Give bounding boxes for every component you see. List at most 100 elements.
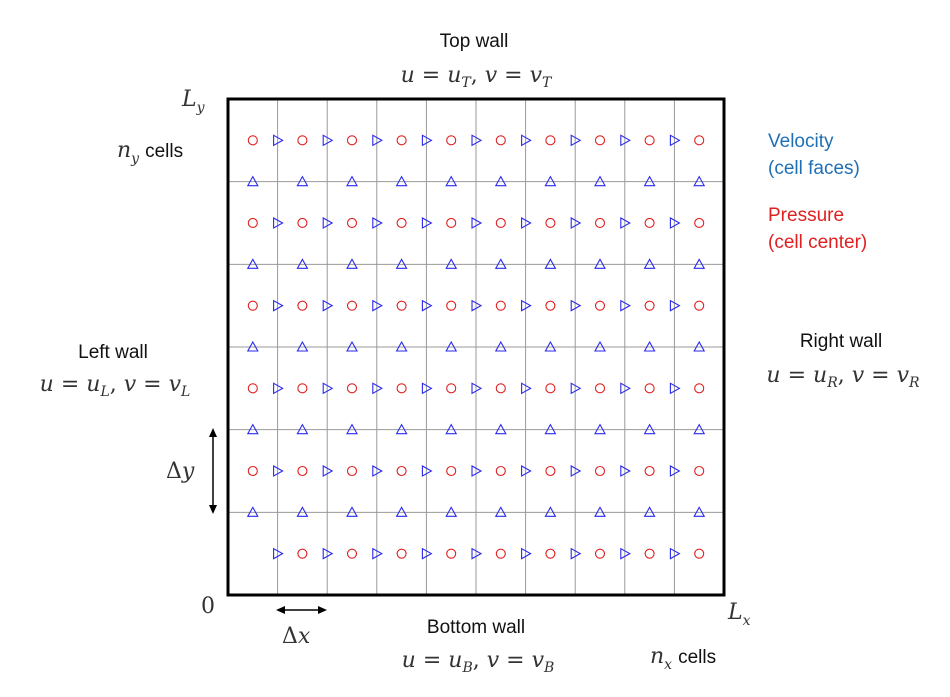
v-velocity-marker: [346, 340, 358, 352]
u-velocity-marker: [570, 465, 582, 477]
pressure-marker: [396, 135, 407, 146]
nx-cells-label: nx cells: [650, 644, 716, 673]
v-velocity-marker: [594, 258, 606, 269]
v-velocity-marker: [395, 340, 408, 352]
pressure-marker: [644, 300, 655, 311]
v-velocity-marker: [246, 175, 259, 187]
v-velocity-marker: [246, 423, 259, 435]
u-velocity-marker: [421, 547, 433, 560]
pressure-marker: [545, 383, 556, 394]
pressure-marker: [396, 548, 407, 559]
legend-velocity-subtitle: (cell faces): [768, 158, 860, 179]
u-velocity-marker: [322, 465, 334, 477]
u-velocity-marker: [322, 547, 334, 560]
legend-pressure-subtitle: (cell center): [768, 232, 867, 253]
pressure-marker: [396, 217, 407, 229]
grid-markers: [246, 134, 706, 560]
v-velocity-marker: [693, 506, 706, 517]
pressure-marker: [594, 383, 606, 394]
v-velocity-marker: [544, 340, 557, 352]
v-velocity-marker: [296, 175, 309, 187]
pressure-marker: [594, 465, 606, 477]
u-velocity-marker: [421, 299, 433, 312]
u-velocity-marker: [372, 299, 383, 312]
v-velocity-marker: [594, 175, 606, 187]
u-velocity-marker: [273, 134, 284, 147]
pressure-marker: [446, 383, 457, 394]
u-velocity-marker: [372, 547, 383, 560]
v-velocity-marker: [693, 423, 706, 435]
pressure-marker: [694, 548, 705, 559]
pressure-marker: [594, 300, 606, 311]
v-velocity-marker: [544, 506, 557, 517]
v-velocity-marker: [296, 258, 309, 269]
v-velocity-marker: [494, 423, 507, 435]
pressure-marker: [247, 217, 258, 229]
u-velocity-marker: [570, 382, 582, 395]
pressure-marker: [594, 548, 606, 559]
u-velocity-marker: [471, 547, 483, 560]
pressure-marker: [594, 135, 606, 146]
u-velocity-marker: [372, 382, 383, 395]
v-velocity-marker: [296, 423, 309, 435]
u-velocity-marker: [471, 299, 483, 312]
u-velocity-marker: [521, 299, 532, 312]
v-velocity-marker: [643, 258, 656, 269]
pressure-marker: [545, 135, 556, 146]
u-velocity-marker: [322, 299, 334, 312]
v-velocity-marker: [594, 506, 606, 517]
u-velocity-marker: [620, 547, 631, 560]
u-velocity-marker: [620, 217, 631, 229]
v-velocity-marker: [445, 340, 458, 352]
pressure-marker: [495, 383, 506, 394]
v-velocity-marker: [693, 258, 706, 269]
u-velocity-marker: [471, 465, 483, 477]
pressure-marker: [297, 465, 308, 477]
pressure-marker: [644, 135, 655, 146]
pressure-marker: [446, 300, 457, 311]
v-velocity-marker: [246, 340, 259, 352]
u-velocity-marker: [669, 382, 681, 395]
v-velocity-marker: [395, 506, 408, 517]
pressure-marker: [446, 217, 457, 229]
v-velocity-marker: [643, 506, 656, 517]
v-velocity-marker: [346, 258, 358, 269]
v-velocity-marker: [346, 423, 358, 435]
legend-velocity-title: Velocity: [768, 131, 834, 152]
v-velocity-marker: [246, 258, 259, 269]
v-velocity-marker: [246, 506, 259, 517]
lx-label: Lx: [727, 600, 751, 629]
pressure-marker: [644, 465, 655, 477]
v-velocity-marker: [395, 175, 408, 187]
u-velocity-marker: [669, 217, 681, 229]
pressure-marker: [346, 548, 358, 559]
grid-lines: [228, 98, 724, 595]
delta-x-label: Δx: [282, 624, 311, 649]
pressure-marker: [297, 135, 308, 146]
u-velocity-marker: [421, 134, 433, 147]
u-velocity-marker: [273, 217, 284, 229]
pressure-marker: [396, 300, 407, 311]
pressure-marker: [495, 135, 506, 146]
pressure-marker: [247, 135, 258, 146]
v-velocity-marker: [445, 423, 458, 435]
v-velocity-marker: [494, 340, 507, 352]
v-velocity-marker: [445, 175, 458, 187]
pressure-marker: [297, 300, 308, 311]
pressure-marker: [346, 217, 358, 229]
v-velocity-marker: [693, 340, 706, 352]
origin-label: 0: [201, 594, 215, 619]
pressure-marker: [495, 217, 506, 229]
v-velocity-marker: [594, 423, 606, 435]
ly-label: Ly: [181, 87, 206, 116]
pressure-marker: [545, 217, 556, 229]
top-wall-label: Top wall: [440, 31, 509, 52]
v-velocity-marker: [494, 175, 507, 187]
v-velocity-marker: [544, 258, 557, 269]
pressure-marker: [495, 548, 506, 559]
pressure-marker: [446, 465, 457, 477]
delta-y-arrow: [209, 428, 217, 514]
u-velocity-marker: [322, 382, 334, 395]
pressure-marker: [495, 300, 506, 311]
